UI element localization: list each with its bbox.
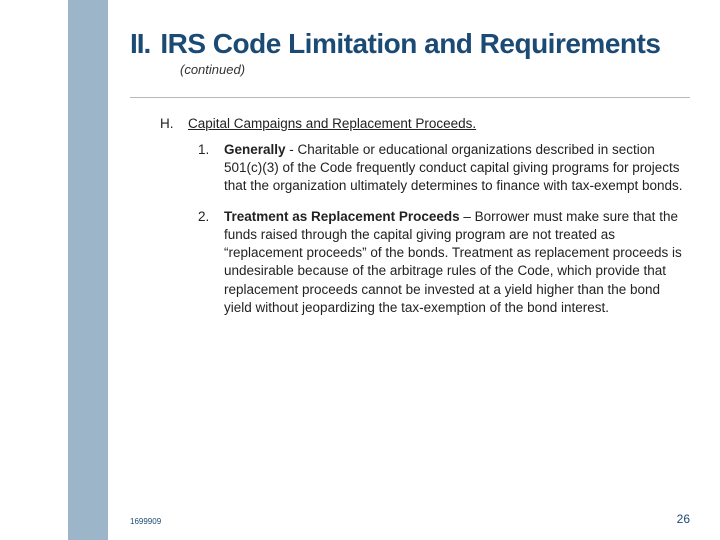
divider bbox=[130, 97, 690, 98]
footer-page-number: 26 bbox=[677, 512, 690, 526]
numbered-list: 1. Generally - Charitable or educational… bbox=[198, 141, 690, 317]
slide-content: II. IRS Code Limitation and Requirements… bbox=[130, 28, 690, 329]
heading-title: IRS Code Limitation and Requirements bbox=[160, 28, 660, 60]
section-title: Capital Campaigns and Replacement Procee… bbox=[188, 116, 476, 131]
item-body: Treatment as Replacement Proceeds – Borr… bbox=[224, 208, 690, 317]
item-sep: - bbox=[286, 142, 298, 157]
heading: II. IRS Code Limitation and Requirements bbox=[130, 28, 690, 60]
list-item: 2. Treatment as Replacement Proceeds – B… bbox=[198, 208, 690, 317]
item-text: Borrower must make sure that the funds r… bbox=[224, 209, 682, 315]
item-number: 2. bbox=[198, 208, 216, 317]
list-item: 1. Generally - Charitable or educational… bbox=[198, 141, 690, 196]
item-bold: Generally bbox=[224, 142, 286, 157]
section-letter: H. bbox=[160, 116, 180, 131]
heading-number: II. bbox=[130, 28, 150, 60]
footer-doc-id: 1699909 bbox=[130, 517, 161, 526]
heading-continued: (continued) bbox=[180, 62, 690, 77]
item-body: Generally - Charitable or educational or… bbox=[224, 141, 690, 196]
sidebar-stripe bbox=[68, 0, 108, 540]
section-heading: H. Capital Campaigns and Replacement Pro… bbox=[160, 116, 690, 131]
item-sep: – bbox=[460, 209, 475, 224]
item-number: 1. bbox=[198, 141, 216, 196]
item-bold: Treatment as Replacement Proceeds bbox=[224, 209, 460, 224]
